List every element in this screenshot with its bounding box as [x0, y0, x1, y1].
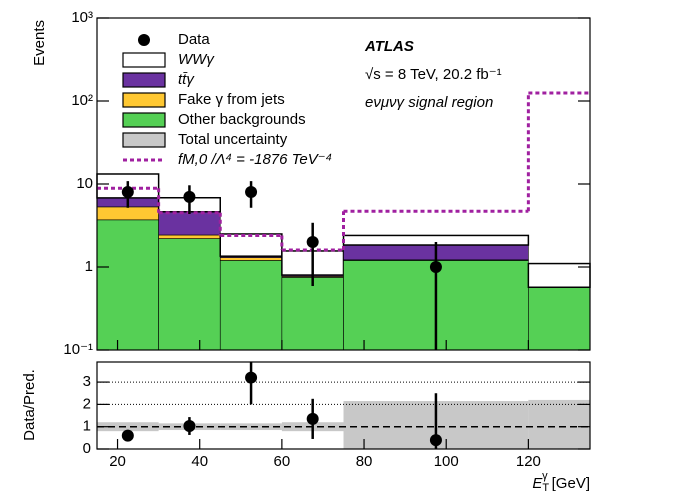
ratio-y-axis-title: Data/Pred.	[21, 369, 38, 441]
stack-segment	[528, 286, 591, 351]
ratio-frame	[96, 361, 591, 450]
legend-label: Fake γ from jets	[178, 91, 285, 108]
stack-segment	[158, 211, 221, 236]
data-point	[306, 412, 319, 425]
legend-label: Data	[178, 31, 210, 48]
uncertainty-band	[97, 422, 159, 432]
legend-swatch	[122, 132, 166, 148]
x-axis-title: ETγ [GeV]	[532, 470, 590, 494]
data-point	[183, 190, 196, 203]
data-point	[183, 420, 196, 433]
legend-swatch	[122, 72, 166, 88]
legend-label: WWγ	[178, 51, 215, 68]
legend-label: tt̄γ	[178, 71, 195, 88]
data-point	[121, 429, 134, 442]
x-tick-label: 20	[109, 453, 126, 470]
data-point	[306, 236, 319, 249]
y-tick-label: 10²	[71, 92, 93, 109]
legend-swatch	[122, 112, 166, 128]
stack-segment	[219, 260, 283, 351]
x-tick-label: 120	[516, 453, 541, 470]
y-tick-label: 3	[83, 373, 91, 390]
legend-label: fM,0 /Λ⁴ = -1876 TeV⁻⁴	[178, 151, 332, 168]
stack-segment	[158, 238, 221, 351]
x-title-sub: T	[542, 482, 549, 494]
y-tick-label: 10³	[71, 9, 93, 26]
y-tick-label: 2	[83, 395, 91, 412]
energy-label: √s = 8 TeV, 20.2 fb⁻¹	[365, 66, 502, 83]
stack-segment	[219, 257, 283, 261]
stack-segment	[219, 233, 283, 257]
atlas-label: ATLAS	[364, 38, 414, 55]
x-title-sup: γ	[542, 470, 548, 482]
x-title-unit: [GeV]	[552, 475, 590, 492]
y-axis-title: Events	[31, 20, 48, 66]
stack-segment	[281, 277, 344, 351]
x-tick-label: 80	[356, 453, 373, 470]
legend-data-marker	[138, 34, 150, 46]
y-tick-label: 0	[83, 440, 91, 457]
stack-segment	[96, 206, 159, 221]
legend-swatch	[122, 52, 166, 68]
legend-label: Other backgrounds	[178, 111, 306, 128]
data-point	[121, 186, 134, 199]
x-tick-label: 40	[191, 453, 208, 470]
uncertainty-band	[528, 399, 590, 449]
x-title-base: E	[532, 475, 543, 492]
y-tick-label: 1	[85, 258, 93, 275]
x-tick-label: 60	[274, 453, 291, 470]
data-point	[245, 371, 258, 384]
region-label: eνμνγ signal region	[365, 94, 493, 111]
legend-swatch	[122, 92, 166, 108]
x-tick-label: 100	[434, 453, 459, 470]
y-tick-label: 10	[76, 175, 93, 192]
data-point	[429, 261, 442, 273]
stack-segment	[158, 234, 221, 239]
stack-segment	[96, 219, 159, 351]
data-point	[429, 434, 442, 447]
y-tick-label: 1	[83, 418, 91, 435]
legend-label: Total uncertainty	[178, 131, 288, 148]
y-tick-label: 10⁻¹	[63, 341, 93, 358]
data-point	[245, 186, 258, 199]
